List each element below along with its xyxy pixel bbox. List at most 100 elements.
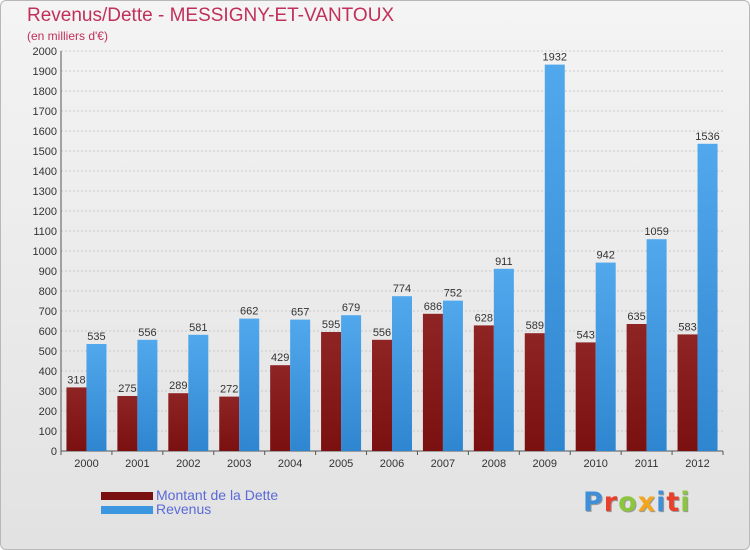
y-tick-label: 1400 <box>33 166 57 178</box>
data-label-revenue: 942 <box>597 250 615 262</box>
y-tick-label: 200 <box>39 406 57 418</box>
data-label-revenue: 556 <box>138 327 156 339</box>
logo-letter: x <box>637 487 657 518</box>
y-tick-label: 0 <box>51 446 57 458</box>
data-label-debt: 272 <box>220 384 238 396</box>
bar-revenue <box>493 268 514 451</box>
bar-debt <box>117 396 138 451</box>
bar-revenue <box>86 344 107 451</box>
y-tick-label: 800 <box>39 286 57 298</box>
y-tick-label: 1900 <box>33 66 57 78</box>
bar-debt <box>575 342 596 451</box>
data-label-revenue: 657 <box>291 307 309 319</box>
bar-debt <box>66 387 87 451</box>
y-tick-label: 1700 <box>33 106 57 118</box>
x-tick-label: 2005 <box>329 458 353 470</box>
data-label-revenue: 1536 <box>695 131 719 143</box>
data-label-revenue: 911 <box>495 256 513 268</box>
logo-letter: r <box>603 487 619 518</box>
legend-swatch-revenue <box>101 506 153 514</box>
data-label-revenue: 1932 <box>543 52 567 64</box>
bar-debt <box>168 393 189 451</box>
logo-letter: P <box>583 487 604 518</box>
bar-debt <box>626 324 647 451</box>
y-tick-label: 900 <box>39 266 57 278</box>
x-tick-label: 2011 <box>635 458 659 470</box>
data-label-debt: 628 <box>475 312 493 324</box>
legend-label-debt: Montant de la Dette <box>156 487 279 503</box>
data-label-debt: 583 <box>678 321 696 333</box>
data-label-debt: 635 <box>627 311 645 323</box>
bar-revenue <box>544 64 565 451</box>
logo-letter: i <box>680 487 691 518</box>
y-tick-label: 500 <box>39 346 57 358</box>
x-tick-label: 2012 <box>685 458 709 470</box>
data-label-debt: 318 <box>67 374 85 386</box>
data-label-debt: 556 <box>373 327 391 339</box>
bar-debt <box>524 333 545 451</box>
data-label-debt: 429 <box>271 352 289 364</box>
bar-revenue <box>341 315 362 451</box>
data-label-debt: 595 <box>322 319 340 331</box>
bar-revenue <box>442 300 463 451</box>
y-tick-label: 1000 <box>33 246 57 258</box>
y-tick-label: 1800 <box>33 86 57 98</box>
y-tick-label: 1100 <box>33 226 57 238</box>
bar-debt <box>321 332 342 451</box>
y-tick-label: 100 <box>39 426 57 438</box>
bar-revenue <box>137 339 158 451</box>
bar-debt <box>270 365 291 451</box>
y-tick-label: 1300 <box>33 186 57 198</box>
bar-revenue <box>188 334 209 451</box>
bar-revenue <box>697 143 718 452</box>
y-tick-label: 1500 <box>33 146 57 158</box>
bar-revenue <box>595 262 616 451</box>
bar-revenue <box>239 318 260 451</box>
x-tick-label: 2004 <box>278 458 302 470</box>
data-label-revenue: 662 <box>240 306 258 318</box>
data-label-revenue: 535 <box>87 331 105 343</box>
y-tick-label: 600 <box>39 326 57 338</box>
bar-debt <box>473 325 494 451</box>
data-label-debt: 686 <box>424 301 442 313</box>
data-label-debt: 275 <box>118 383 136 395</box>
bar-debt <box>219 396 240 451</box>
chart-subtitle: (en milliers d'€) <box>27 29 108 43</box>
data-label-revenue: 774 <box>393 283 411 295</box>
bar-debt <box>677 334 698 451</box>
legend-label-revenue: Revenus <box>156 501 212 517</box>
y-tick-label: 300 <box>39 386 57 398</box>
x-tick-label: 2001 <box>125 458 149 470</box>
x-tick-label: 2006 <box>380 458 404 470</box>
data-label-revenue: 1059 <box>644 226 668 238</box>
x-tick-label: 2002 <box>176 458 200 470</box>
bar-revenue <box>646 239 667 451</box>
y-tick-label: 1600 <box>33 126 57 138</box>
chart-title: Revenus/Dette - MESSIGNY-ET-VANTOUX <box>27 5 395 26</box>
x-tick-label: 2003 <box>227 458 251 470</box>
bar-revenue <box>392 296 412 451</box>
y-tick-label: 700 <box>39 306 57 318</box>
legend-swatch-debt <box>101 492 153 500</box>
data-label-revenue: 679 <box>342 302 360 314</box>
x-tick-label: 2007 <box>431 458 455 470</box>
data-label-debt: 543 <box>577 329 595 341</box>
logo-letter: t <box>666 487 681 518</box>
x-tick-label: 2008 <box>482 458 506 470</box>
bar-chart: 0 100 200 300 400 500 600 700 800 900 1000 1100 1200… <box>33 46 724 470</box>
y-tick-label: 2000 <box>33 46 57 58</box>
proxiti-logo: Proxiti <box>583 487 691 518</box>
y-tick-label: 400 <box>39 366 57 378</box>
bar-debt <box>422 313 443 451</box>
y-tick-label: 1200 <box>33 206 57 218</box>
bar-debt <box>372 339 392 451</box>
data-label-revenue: 581 <box>189 322 207 334</box>
x-tick-label: 2000 <box>74 458 98 470</box>
x-tick-label: 2010 <box>583 458 607 470</box>
data-label-debt: 589 <box>526 320 544 332</box>
logo-letter: o <box>618 487 638 518</box>
logo-letter: i <box>656 487 667 518</box>
bar-revenue <box>290 319 311 451</box>
data-label-debt: 289 <box>169 380 187 392</box>
